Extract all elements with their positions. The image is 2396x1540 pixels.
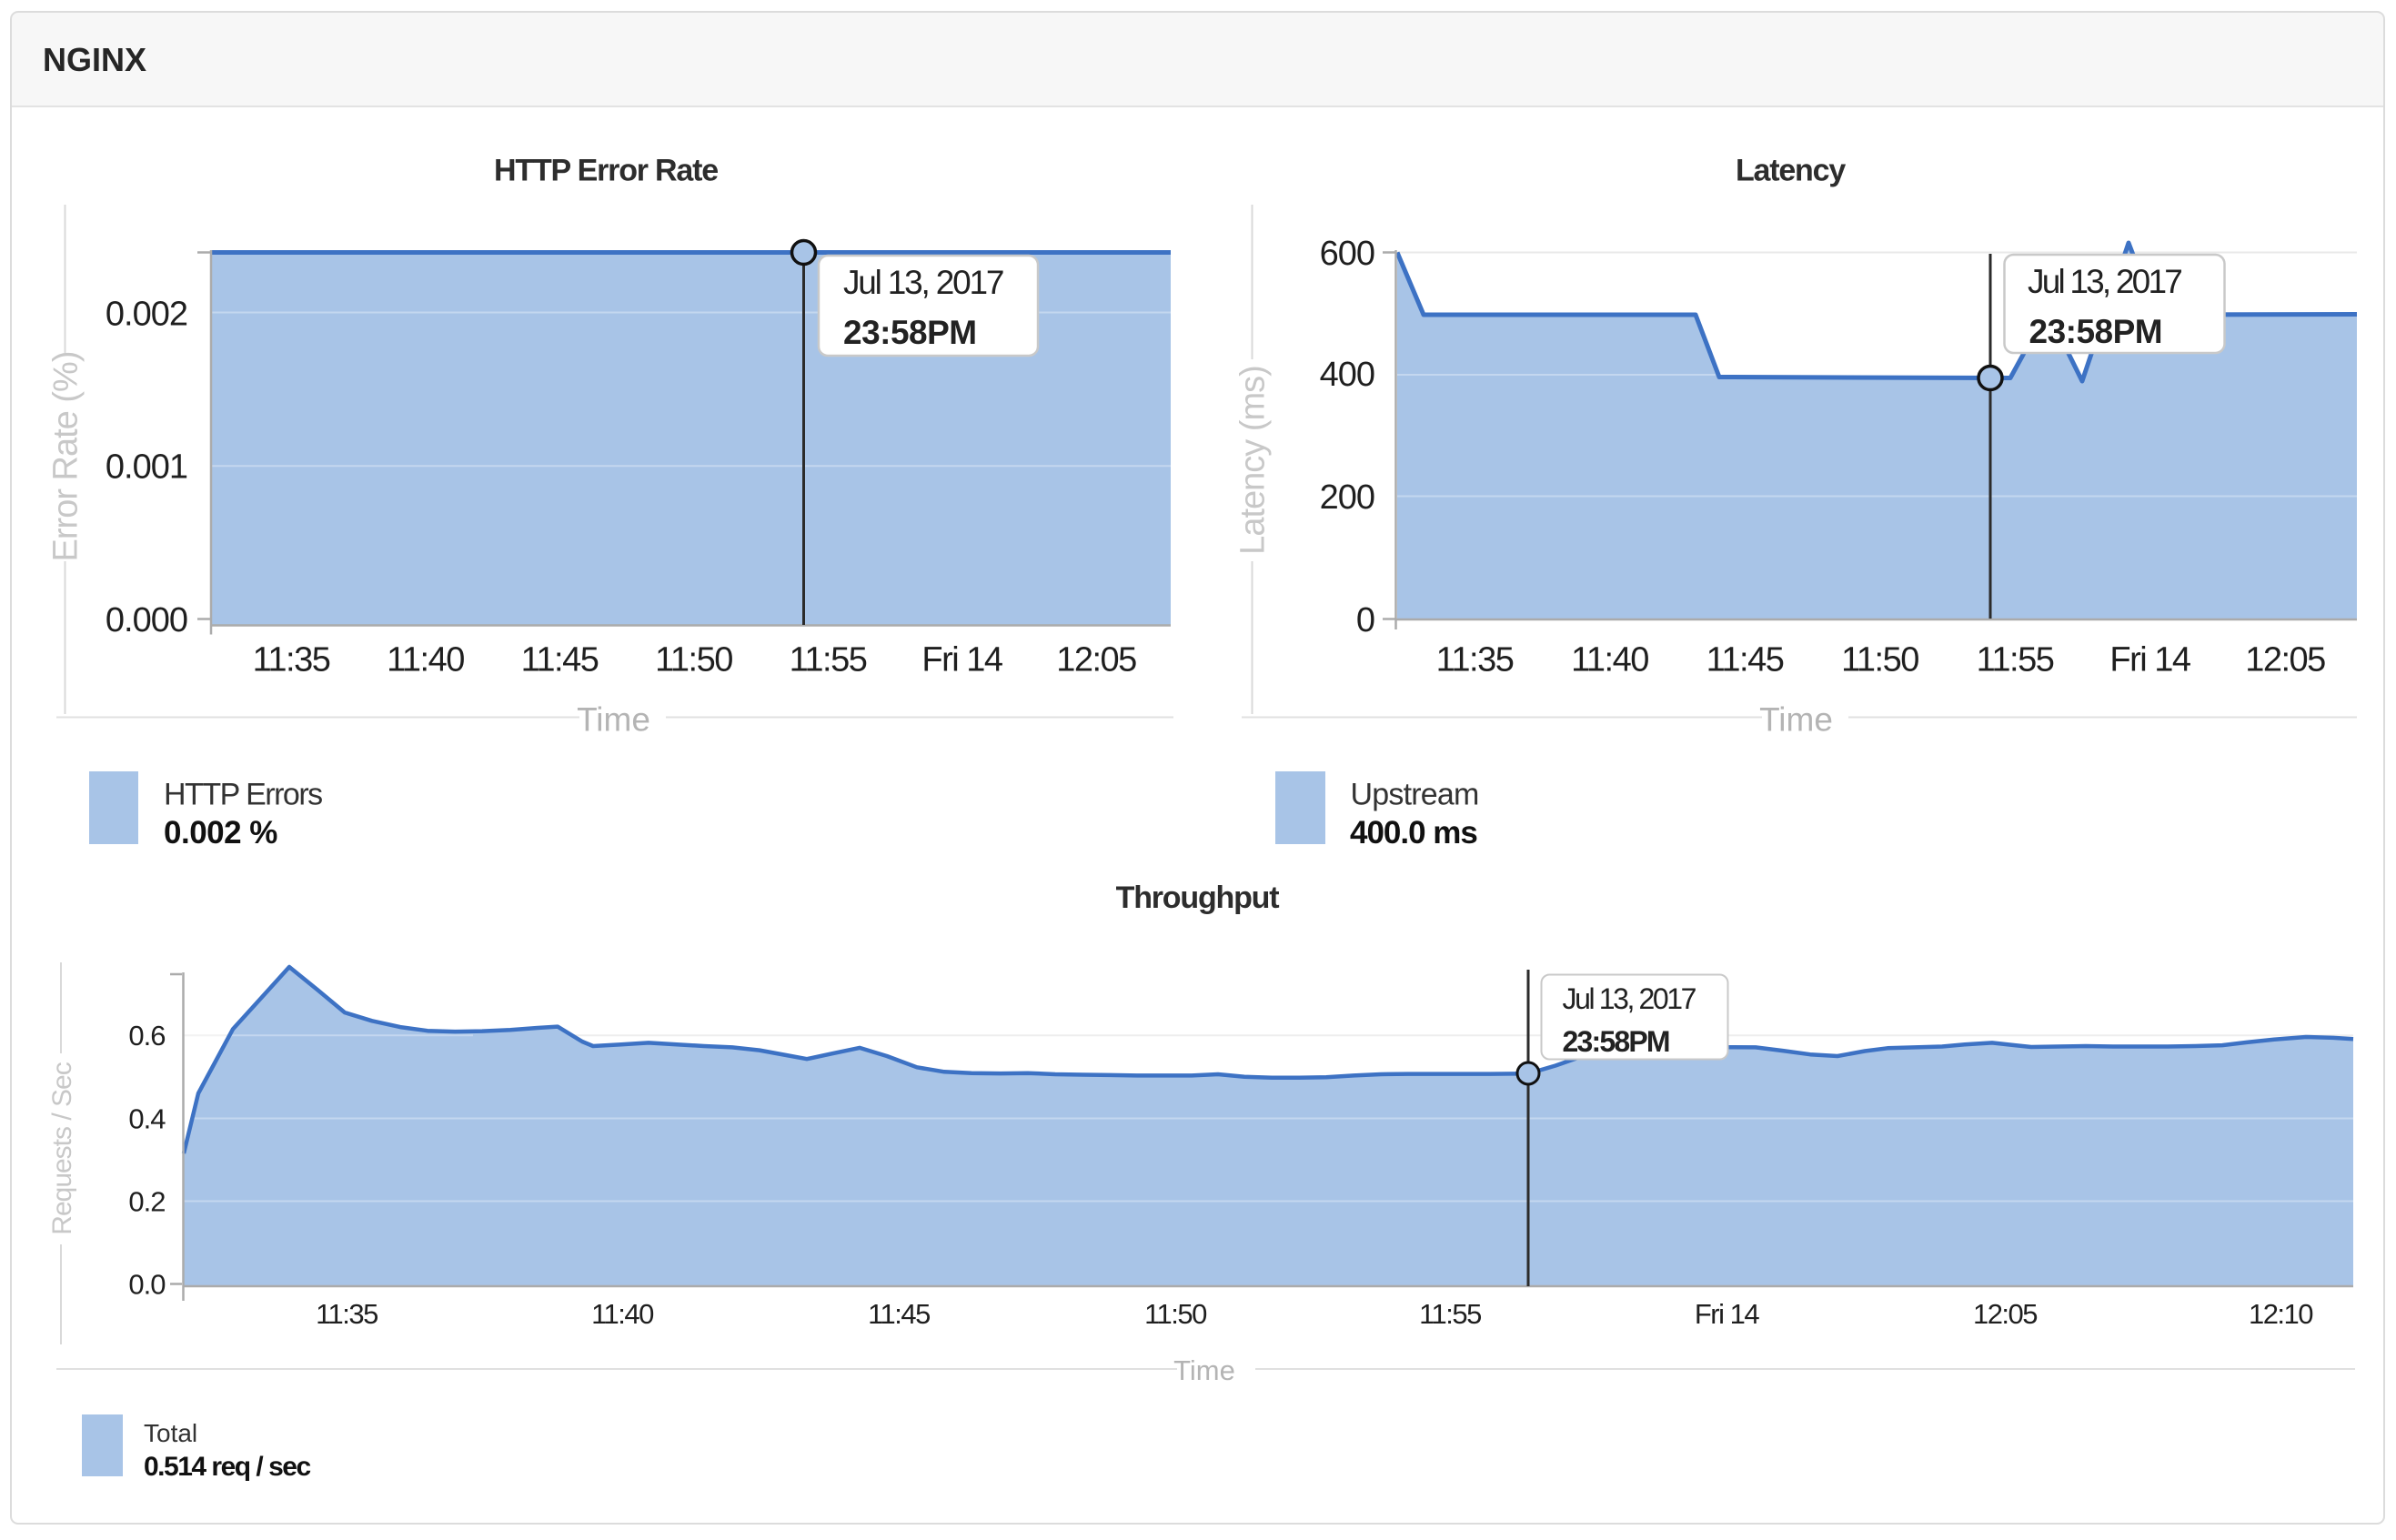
svg-text:0.0: 0.0 xyxy=(128,1269,166,1301)
svg-text:HTTP Errors: HTTP Errors xyxy=(164,778,322,812)
svg-text:11:55: 11:55 xyxy=(1419,1298,1481,1330)
svg-text:11:40: 11:40 xyxy=(1571,641,1648,679)
svg-text:Time: Time xyxy=(1173,1354,1235,1386)
svg-text:600: 600 xyxy=(1320,235,1374,273)
svg-text:12:05: 12:05 xyxy=(2245,641,2325,679)
svg-text:11:50: 11:50 xyxy=(1841,641,1918,679)
svg-text:11:40: 11:40 xyxy=(387,641,464,679)
svg-text:Fri 14: Fri 14 xyxy=(921,641,1003,679)
svg-text:0.6: 0.6 xyxy=(128,1020,165,1052)
svg-text:0.4: 0.4 xyxy=(128,1103,166,1135)
svg-text:Jul 13, 2017: Jul 13, 2017 xyxy=(843,264,1003,301)
svg-text:200: 200 xyxy=(1320,478,1374,517)
svg-text:11:50: 11:50 xyxy=(655,641,732,679)
svg-text:11:35: 11:35 xyxy=(1436,641,1514,679)
svg-text:NGINX: NGINX xyxy=(43,41,146,78)
svg-text:12:05: 12:05 xyxy=(1056,641,1136,679)
svg-text:0.002 %: 0.002 % xyxy=(164,815,277,851)
svg-text:23:58PM: 23:58PM xyxy=(843,314,977,351)
svg-text:Latency (ms): Latency (ms) xyxy=(1234,366,1273,555)
svg-text:Time: Time xyxy=(1759,701,1833,739)
svg-text:0.001: 0.001 xyxy=(106,448,187,487)
svg-text:HTTP Error Rate: HTTP Error Rate xyxy=(494,154,718,188)
svg-text:Time: Time xyxy=(577,701,650,739)
svg-text:23:58PM: 23:58PM xyxy=(1563,1025,1669,1058)
svg-text:400: 400 xyxy=(1320,356,1374,394)
svg-text:Upstream: Upstream xyxy=(1351,778,1479,812)
svg-text:11:50: 11:50 xyxy=(1144,1298,1207,1330)
svg-text:11:35: 11:35 xyxy=(316,1298,378,1330)
svg-text:11:45: 11:45 xyxy=(521,641,599,679)
svg-text:0.000: 0.000 xyxy=(106,601,187,639)
svg-text:Latency: Latency xyxy=(1736,154,1846,188)
svg-text:11:55: 11:55 xyxy=(1977,641,2054,679)
svg-text:Fri 14: Fri 14 xyxy=(1695,1298,1760,1330)
svg-text:0.514 req / sec: 0.514 req / sec xyxy=(144,1452,310,1482)
svg-text:Fri 14: Fri 14 xyxy=(2109,641,2191,679)
svg-text:12:05: 12:05 xyxy=(1973,1298,2037,1330)
svg-text:0.002: 0.002 xyxy=(106,296,187,334)
svg-text:11:55: 11:55 xyxy=(790,641,867,679)
svg-text:11:45: 11:45 xyxy=(868,1298,930,1330)
svg-text:Throughput: Throughput xyxy=(1116,881,1280,915)
svg-text:Jul 13, 2017: Jul 13, 2017 xyxy=(1563,982,1696,1015)
svg-text:Requests / Sec: Requests / Sec xyxy=(47,1062,77,1234)
svg-text:12:10: 12:10 xyxy=(2249,1298,2313,1330)
svg-text:Jul 13, 2017: Jul 13, 2017 xyxy=(2028,263,2181,300)
svg-text:0: 0 xyxy=(1356,601,1374,639)
svg-text:0.2: 0.2 xyxy=(128,1186,165,1218)
svg-text:23:58PM: 23:58PM xyxy=(2029,313,2163,350)
svg-text:11:35: 11:35 xyxy=(253,641,330,679)
svg-text:11:40: 11:40 xyxy=(591,1298,654,1330)
svg-text:11:45: 11:45 xyxy=(1706,641,1784,679)
svg-text:400.0 ms: 400.0 ms xyxy=(1350,815,1477,851)
svg-text:Total: Total xyxy=(144,1419,197,1447)
svg-text:Error Rate (%): Error Rate (%) xyxy=(47,352,86,562)
